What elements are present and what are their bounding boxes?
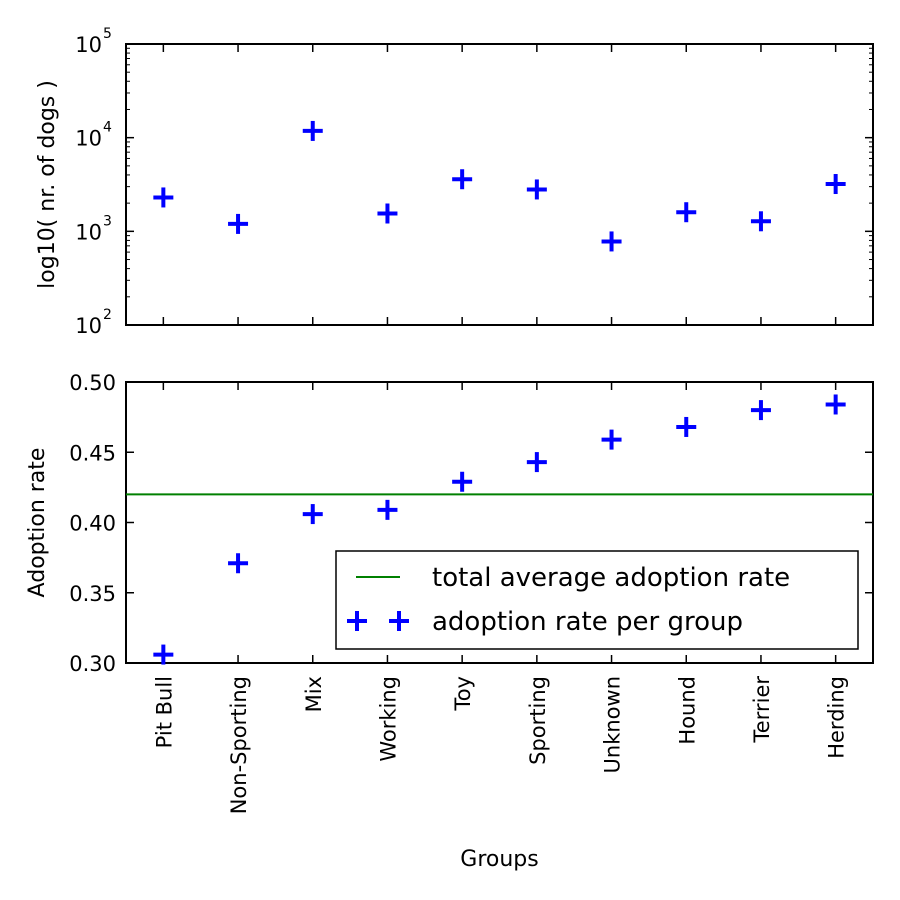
y-tick-label-base: 10 bbox=[75, 314, 102, 338]
legend-label-average: total average adoption rate bbox=[432, 563, 790, 593]
y-axis-label-top: log10( nr. of dogs ) bbox=[35, 80, 60, 289]
y-tick-label-exponent: 5 bbox=[103, 26, 112, 42]
y-tick-label-exponent: 2 bbox=[103, 307, 112, 323]
x-axis-label: Groups bbox=[460, 847, 538, 872]
count-point bbox=[452, 169, 473, 190]
adoption-rate-point bbox=[676, 416, 697, 437]
x-tick-label: Herding bbox=[825, 676, 849, 759]
x-tick-label: Sporting bbox=[526, 676, 550, 765]
y-tick-label-base: 10 bbox=[75, 127, 102, 151]
y-tick-label-exponent: 3 bbox=[103, 213, 112, 229]
x-tick-label: Mix bbox=[302, 676, 326, 712]
y-tick-label-base: 10 bbox=[75, 220, 102, 244]
x-tick-label: Pit Bull bbox=[152, 676, 176, 748]
x-tick-label: Unknown bbox=[601, 676, 625, 773]
top-plot-frame bbox=[125, 43, 874, 326]
count-point bbox=[153, 187, 174, 208]
count-point bbox=[526, 179, 547, 200]
x-tick-label: Hound bbox=[675, 676, 699, 745]
count-point bbox=[377, 203, 398, 224]
adoption-rate-point bbox=[377, 499, 398, 520]
adoption-rate-point bbox=[601, 429, 622, 450]
legend-frame bbox=[335, 550, 859, 650]
legend-marker-swatch bbox=[389, 611, 409, 631]
y-tick-label: 0.50 bbox=[69, 371, 116, 395]
bottom-plot: 0.30 0.35 0.40 0.45 0.50 Adoption rate bbox=[25, 371, 874, 676]
adoption-rate-point bbox=[825, 394, 846, 415]
y-tick-label: 0.40 bbox=[69, 512, 116, 536]
y-tick-label: 0.35 bbox=[69, 582, 116, 606]
x-tick-label: Working bbox=[376, 676, 400, 762]
y-tick-label: 0.45 bbox=[69, 441, 116, 465]
adoption-rate-point bbox=[302, 504, 323, 525]
y-tick-label-base: 10 bbox=[75, 33, 102, 57]
adoption-rate-point bbox=[526, 452, 547, 473]
adoption-rate-point bbox=[228, 553, 249, 574]
x-tick-label: Terrier bbox=[750, 676, 774, 744]
x-tick-label: Non-Sporting bbox=[227, 676, 251, 814]
y-tick-label: 0.30 bbox=[69, 652, 116, 676]
legend-marker-swatch bbox=[347, 611, 367, 631]
count-point bbox=[302, 120, 323, 141]
adoption-rate-point bbox=[153, 644, 174, 665]
legend: total average adoption rate adoption rate… bbox=[335, 550, 859, 650]
adoption-rate-point bbox=[750, 400, 771, 421]
y-tick-label-exponent: 4 bbox=[103, 120, 112, 136]
count-point bbox=[825, 174, 846, 195]
count-point bbox=[676, 202, 697, 223]
x-tick-label: Toy bbox=[451, 676, 475, 712]
legend-label-series: adoption rate per group bbox=[432, 607, 743, 637]
x-axis: Pit Bull Non-Sporting Mix Working Toy Sportin… bbox=[152, 676, 848, 872]
count-point bbox=[228, 213, 249, 234]
adoption-rate-point bbox=[452, 471, 473, 492]
y-axis-label-bottom: Adoption rate bbox=[25, 448, 50, 598]
count-point bbox=[750, 211, 771, 232]
count-point bbox=[601, 231, 622, 252]
